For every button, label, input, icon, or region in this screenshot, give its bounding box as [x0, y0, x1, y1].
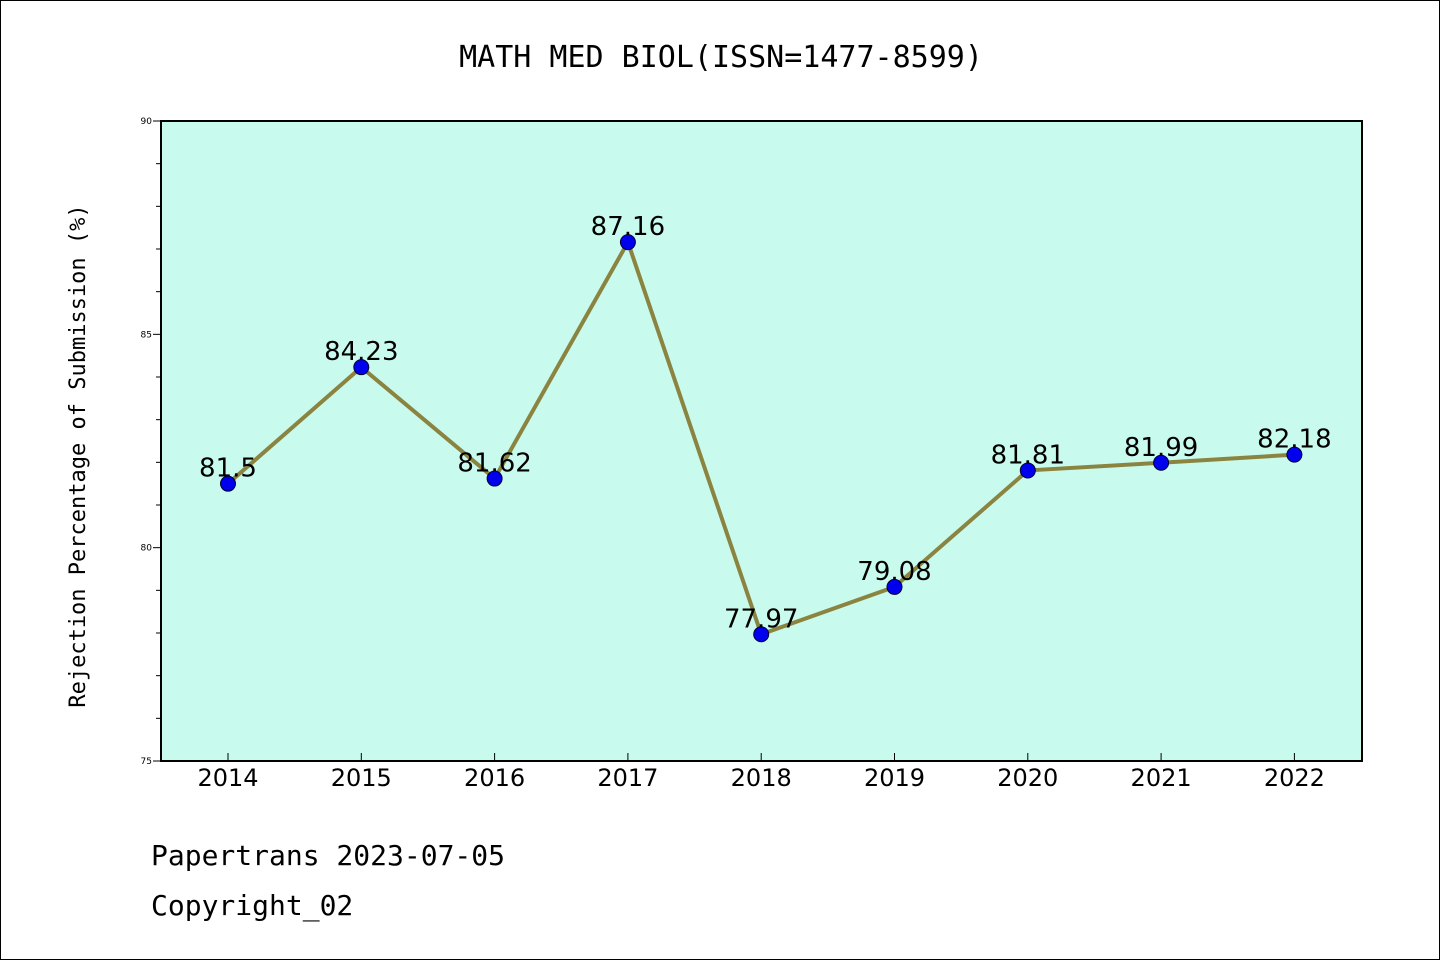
x-tick-label: 2014 — [197, 764, 258, 792]
data-point — [1153, 454, 1170, 471]
data-label: 79.08 — [857, 557, 931, 587]
plot-area — [160, 120, 1363, 762]
data-point — [886, 578, 903, 595]
data-label: 81.5 — [199, 454, 257, 484]
data-point — [1019, 462, 1036, 479]
data-label: 81.99 — [1124, 433, 1198, 463]
data-point — [220, 475, 236, 492]
y-axis-label: Rejection Percentage of Submission (%) — [66, 204, 91, 707]
y-tick-label: 80 — [141, 544, 153, 554]
x-tick-label: 2020 — [997, 764, 1058, 792]
data-point — [486, 470, 503, 487]
x-tick-label: 2021 — [1131, 764, 1192, 792]
y-tick-label: 75 — [141, 757, 152, 767]
data-point — [753, 626, 770, 643]
x-axis: 2014 2015 2016 2017 2018 2019 2020 2021 2022 — [197, 753, 1325, 792]
x-tick-label: 2017 — [597, 764, 658, 792]
data-label: 81.81 — [991, 440, 1065, 470]
data-point — [619, 234, 636, 251]
x-tick-label: 2015 — [331, 764, 392, 792]
data-label: 82.18 — [1257, 425, 1331, 455]
x-tick-label: 2016 — [464, 764, 525, 792]
data-labels: 81.5 84.23 81.62 87.16 77.97 79.08 81.81 81.99 8… — [199, 212, 1332, 634]
chart-title: MATH MED BIOL(ISSN=1477-8599) — [459, 40, 983, 75]
y-axis: 75 80 85 90 — [141, 117, 161, 767]
data-label: 81.62 — [457, 449, 531, 479]
data-label: 87.16 — [591, 212, 665, 242]
x-tick-label: 2018 — [731, 764, 792, 792]
footer-copyright: Copyright_02 — [151, 889, 353, 923]
y-tick-label: 85 — [141, 330, 152, 340]
data-label: 84.23 — [324, 337, 398, 367]
x-tick-label: 2019 — [864, 764, 925, 792]
footer-date: Papertrans 2023-07-05 — [151, 839, 505, 872]
data-label: 77.97 — [724, 604, 798, 634]
x-tick-label: 2022 — [1264, 764, 1325, 792]
data-markers — [220, 234, 1303, 643]
data-point — [353, 359, 370, 376]
y-tick-label: 90 — [141, 117, 153, 127]
data-point — [1286, 446, 1303, 463]
